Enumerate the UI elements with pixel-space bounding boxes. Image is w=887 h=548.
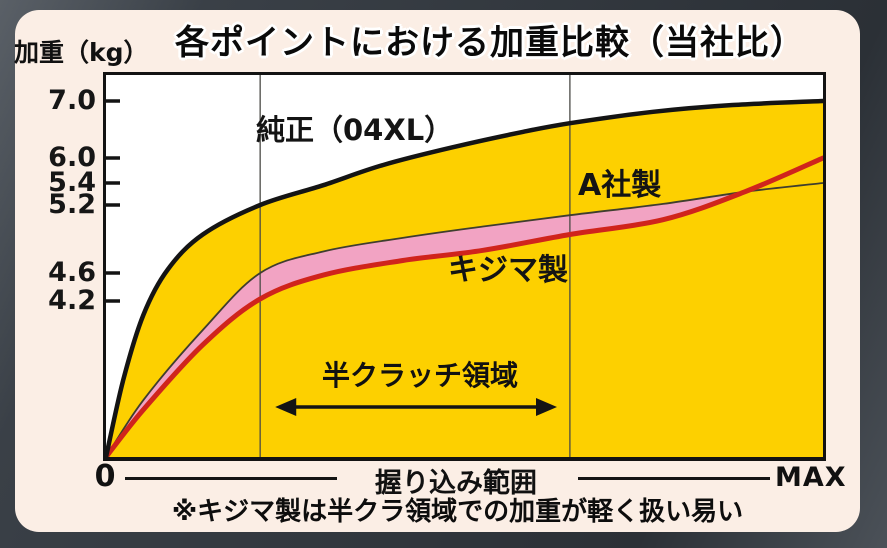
curve-kijima [106,155,823,457]
curve-asha [106,182,823,457]
y-tick-label: 4.6 [48,257,96,288]
plot-area [103,72,826,461]
chart-title: 各ポイントにおける加重比較（当社比） [175,23,805,63]
x-axis-label: 握り込み範囲 [375,468,537,499]
half-clutch-region-label: 半クラッチ領域 [321,359,518,392]
series-label-junsei: 純正（04XL） [256,113,454,147]
y-tick-label: 4.2 [48,285,96,316]
curve-junsei [106,98,823,457]
chart-canvas [106,75,823,457]
y-tick-label: 5.2 [48,189,96,220]
y-tick-label: 5.4 [48,167,96,198]
series-label-kijima: キジマ製 [448,253,568,288]
x-axis-origin-label: 0 [94,459,116,494]
x-axis-max-label: MAX [775,462,847,493]
series-label-asha: A社製 [578,168,662,203]
fill-pink-band [106,191,745,457]
x-axis-line-right [578,477,770,480]
arrowhead-right-icon [535,398,557,416]
x-axis-line-left [125,477,337,480]
arrowhead-left-icon [275,398,297,416]
y-axis-label: 加重（kg） [14,38,149,67]
y-tick-label: 6.0 [48,142,96,173]
y-tick-label: 7.0 [48,85,96,116]
fill-under-junsei [106,101,823,457]
footnote: ※キジマ製は半クラ領域での加重が軽く扱い易い [171,497,744,527]
